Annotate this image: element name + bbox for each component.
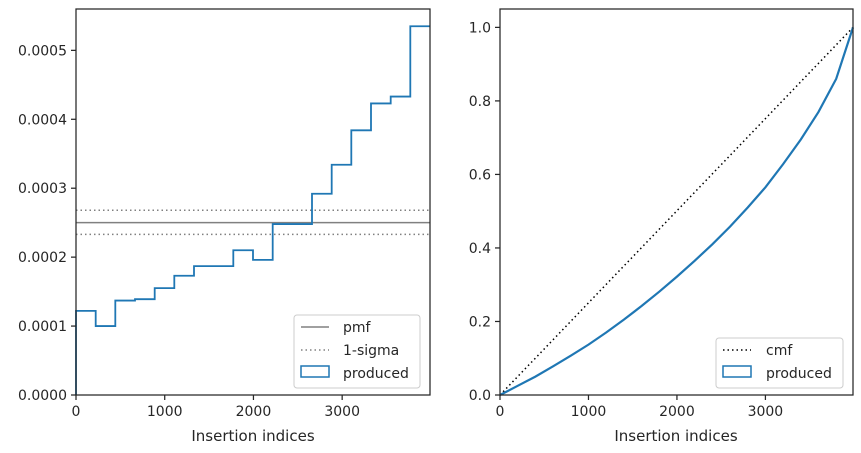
right-chart-panel: 0 1000 2000 3000 0.0 0.2 0.4 0.6 0.8 1.0 Insertio… [469,8,855,445]
left-x-tick-label: 2000 [236,404,272,420]
left-chart-marks [75,25,430,395]
left-legend: pmf 1-sigma produced [293,314,421,389]
legend-label-pmf: pmf [343,320,372,336]
legend-label-1-sigma: 1-sigma [343,343,399,359]
legend-label-produced-left: produced [343,366,409,382]
right-legend-box [715,337,844,389]
right-y-tick-label: 0.8 [469,94,491,110]
left-x-axis-title: Insertion indices [191,427,314,445]
left-x-tick-label: 1000 [147,404,183,420]
legend-swatch-produced-right [722,365,752,378]
left-chart-ticks: 0 1000 2000 3000 0.0000 0.0001 0.0002 0.0003 0.0… [18,43,360,420]
right-x-tick-label: 3000 [748,404,784,420]
left-y-tick-label: 0.0000 [18,388,67,404]
left-y-tick-label: 0.0002 [18,250,67,266]
right-x-tick-label: 0 [496,404,505,420]
legend-label-produced-right: produced [766,366,832,382]
right-y-tick-label: 0.0 [469,388,491,404]
series-produced-line [499,27,855,396]
left-y-tick-label: 0.0003 [18,181,67,197]
right-y-tick-label: 1.0 [469,20,491,36]
right-y-tick-label: 0.6 [469,167,491,183]
left-x-tick-label: 0 [72,404,81,420]
right-legend: cmf produced [715,337,844,389]
right-chart-ticks: 0 1000 2000 3000 0.0 0.2 0.4 0.6 0.8 1.0 [469,20,783,420]
legend-swatch-produced-left [300,365,330,378]
left-y-tick-label: 0.0004 [18,112,67,128]
left-chart-panel: 0 1000 2000 3000 0.0000 0.0001 0.0002 0.0003 0.0… [18,8,431,445]
series-produced-step [75,25,430,395]
right-y-tick-label: 0.2 [469,314,491,330]
right-chart-marks [499,26,855,396]
left-y-tick-label: 0.0005 [18,43,67,59]
right-chart-frame [499,8,854,396]
right-x-tick-label: 1000 [571,404,607,420]
left-legend-box [293,314,421,389]
right-x-tick-label: 2000 [659,404,695,420]
right-x-axis-title: Insertion indices [614,427,737,445]
left-chart-frame [75,8,431,396]
right-y-tick-label: 0.4 [469,241,491,257]
left-x-tick-label: 3000 [324,404,360,420]
left-y-tick-label: 0.0001 [18,319,67,335]
legend-label-cmf: cmf [766,343,793,359]
